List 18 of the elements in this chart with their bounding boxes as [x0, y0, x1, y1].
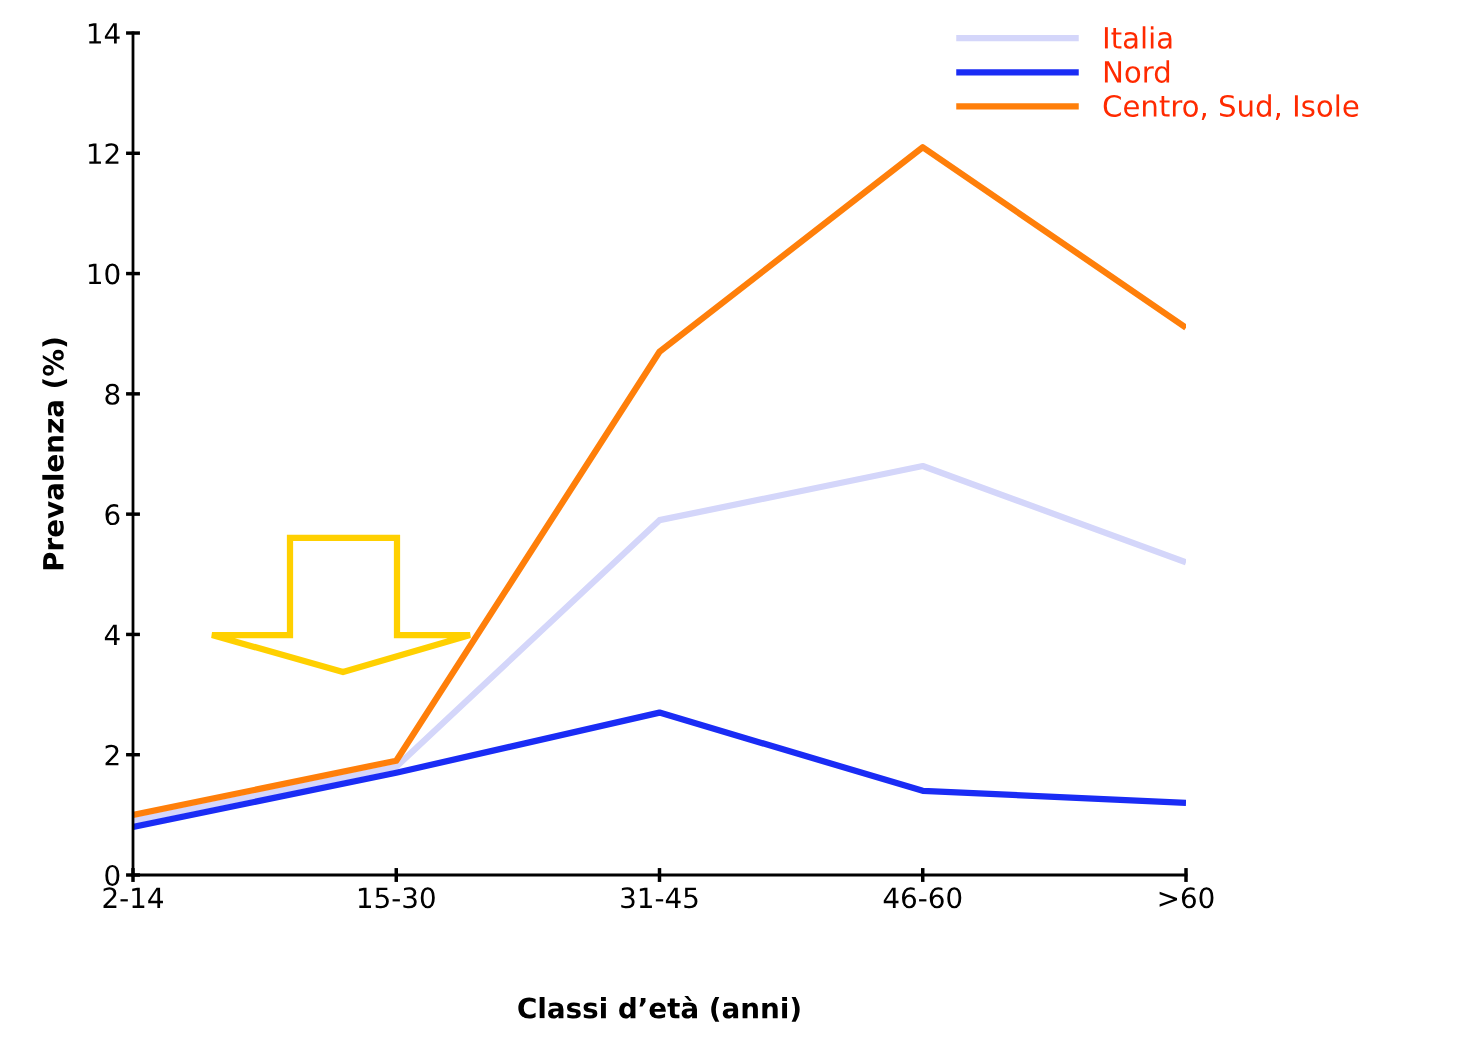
legend-label: Centro, Sud, Isole: [1103, 94, 1359, 120]
x-axis-title: Classi d’età (anni): [518, 995, 800, 1022]
y-tick-label: 4: [104, 624, 120, 645]
y-tick-label: 12: [88, 143, 119, 164]
y-tick-label: 6: [105, 504, 120, 526]
legend-label: Italia: [1104, 26, 1172, 49]
x-tick-label: 31-45: [621, 887, 698, 909]
x-tick-label: 2-14: [103, 887, 163, 908]
y-tick-label: 2: [105, 744, 119, 766]
y-axis-title: Prevalenza (%): [42, 338, 68, 570]
x-tick-label: >60: [1159, 887, 1214, 909]
legend-label: Nord: [1104, 60, 1170, 83]
y-tick-label: 10: [88, 263, 120, 285]
y-tick-label: 14: [88, 23, 120, 44]
x-tick-label: 46-60: [883, 887, 962, 909]
y-tick-label: 0: [105, 864, 120, 886]
x-tick-label: 15-30: [358, 887, 435, 909]
y-tick-label: 8: [105, 383, 120, 405]
